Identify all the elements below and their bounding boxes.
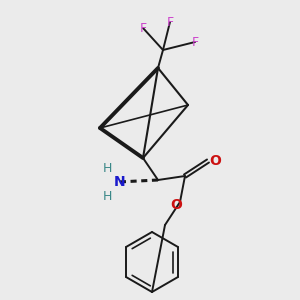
Text: F: F (140, 22, 147, 34)
Text: F: F (167, 16, 174, 28)
Text: H: H (102, 190, 112, 202)
Text: H: H (102, 161, 112, 175)
Text: O: O (209, 154, 221, 168)
Text: O: O (170, 198, 182, 212)
Text: N: N (114, 175, 126, 189)
Text: F: F (191, 35, 199, 49)
